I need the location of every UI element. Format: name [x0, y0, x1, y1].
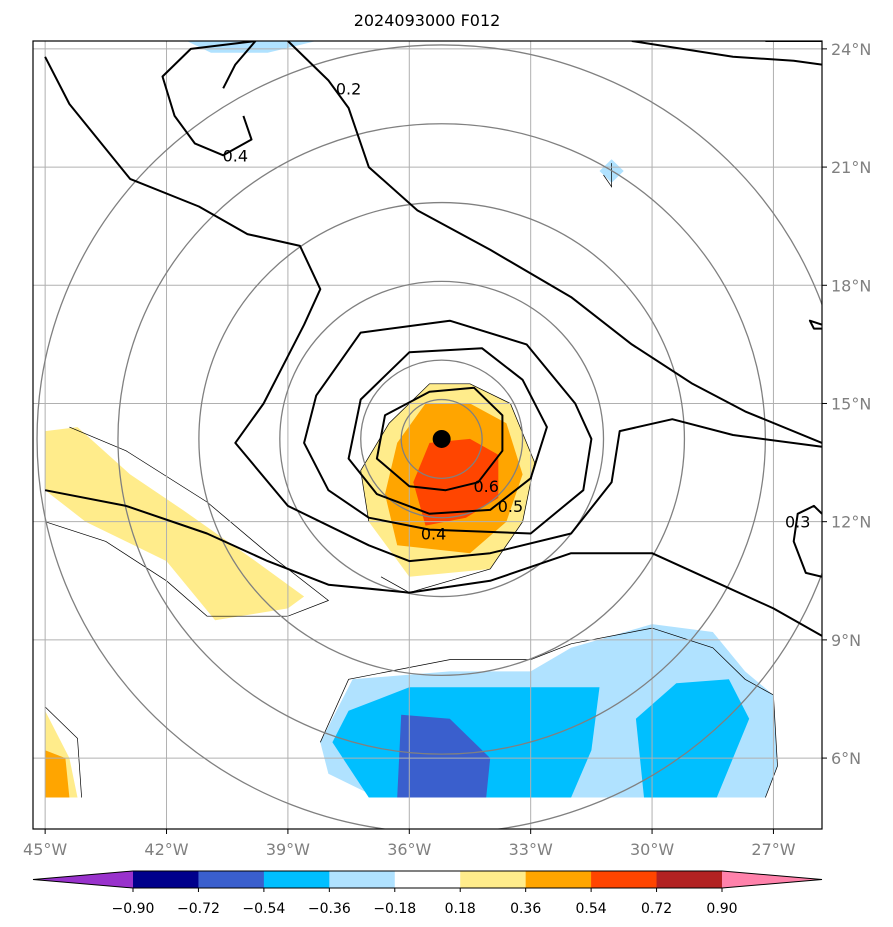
contour-10 [161, 41, 257, 157]
contour-5 [808, 319, 822, 330]
filled-region-9 [397, 714, 491, 798]
contour-2 [303, 319, 593, 535]
colorbar-tick-label-0: −0.90 [112, 901, 155, 917]
colorbar-tick-label-1: −0.72 [177, 901, 220, 917]
colorbar-tick-label-3: −0.36 [308, 901, 351, 917]
colorbar-segment-4 [394, 871, 461, 888]
contour-label-0: 0.6 [473, 477, 498, 496]
thin-contour-3 [44, 706, 82, 798]
storm-center-marker [432, 429, 451, 448]
colorbar-segment-8 [656, 871, 723, 888]
contour-3 [44, 489, 822, 637]
contour-4 [792, 504, 822, 578]
colorbar: −0.90 −0.72 −0.54 −0.36 −0.18 0.18 0.36 0.54 0.7… [32, 870, 823, 917]
range-ring-5 [36, 44, 822, 829]
gridlines [33, 41, 822, 829]
x-tick-label-5: 30°W [630, 840, 674, 859]
contour-label-3: 0.3 [785, 513, 810, 532]
y-tick-label-0: 6°N [831, 749, 861, 768]
colorbar-tick-label-9: 0.90 [706, 901, 737, 917]
x-tick-label-0: 45°W [23, 840, 67, 859]
plot-area: 0.60.5 0.4 0.3 0.2 0.4 [33, 41, 822, 829]
range-ring-0 [400, 398, 483, 479]
x-axis-ticks: 45°W 42°W 39°W 36°W 33°W 30°W 27°W [23, 829, 796, 859]
colorbar-tick-label-5: 0.18 [445, 901, 476, 917]
contour-label-10: 0.4 [223, 146, 248, 165]
x-tick-label-1: 42°W [144, 840, 188, 859]
contour-1 [347, 347, 548, 515]
colorbar-segment-7 [591, 871, 658, 888]
contour-label-7: 0.2 [336, 79, 361, 98]
colorbar-segment-6 [525, 871, 592, 888]
contour-labels: 0.60.5 0.4 0.3 0.2 0.4 [223, 79, 811, 544]
x-tick-label-6: 27°W [751, 840, 795, 859]
colorbar-tick-label-6: 0.36 [510, 901, 541, 917]
colorbar-segment-1 [198, 871, 265, 888]
range-ring-2 [279, 280, 605, 598]
y-tick-label-3: 15°N [831, 394, 871, 413]
y-tick-label-2: 12°N [831, 513, 871, 532]
colorbar-extend-low [33, 871, 133, 888]
colorbar-tick-label-8: 0.72 [641, 901, 672, 917]
colorbar-segment-5 [460, 871, 527, 888]
x-tick-label-4: 33°W [509, 840, 553, 859]
x-tick-label-3: 36°W [387, 840, 431, 859]
x-tick-label-2: 39°W [266, 840, 310, 859]
y-tick-label-1: 9°N [831, 631, 861, 650]
contour-lines [44, 41, 822, 637]
colorbar-tick-label-4: −0.18 [373, 901, 416, 917]
colorbar-segment-3 [329, 871, 396, 888]
contour-0 [375, 386, 504, 492]
plot-frame [32, 40, 823, 830]
colorbar-tick-label-2: −0.54 [242, 901, 285, 917]
contour-label-1: 0.5 [498, 497, 523, 516]
filled-region-5 [45, 750, 70, 798]
contour-7 [287, 41, 822, 444]
y-tick-label-5: 21°N [831, 158, 871, 177]
y-axis-ticks: 6°N 9°N 12°N 15°N 18°N 21°N 24°N [822, 40, 871, 768]
y-tick-label-4: 18°N [831, 276, 871, 295]
colorbar-segment-0 [133, 871, 199, 888]
contour-6 [44, 56, 822, 563]
range-ring-1 [360, 359, 524, 519]
chart-title: 2024093000 F012 [354, 11, 501, 30]
y-tick-label-6: 24°N [831, 40, 871, 59]
contour-8 [631, 41, 822, 66]
filled-region-3 [45, 427, 305, 621]
contour-label-2: 0.4 [421, 525, 446, 544]
filled-region-2 [413, 438, 499, 526]
colorbar-segment-2 [263, 871, 330, 888]
range-ring-3 [198, 201, 686, 676]
colorbar-extend-high [722, 871, 822, 888]
colorbar-tick-label-7: 0.54 [576, 901, 607, 917]
